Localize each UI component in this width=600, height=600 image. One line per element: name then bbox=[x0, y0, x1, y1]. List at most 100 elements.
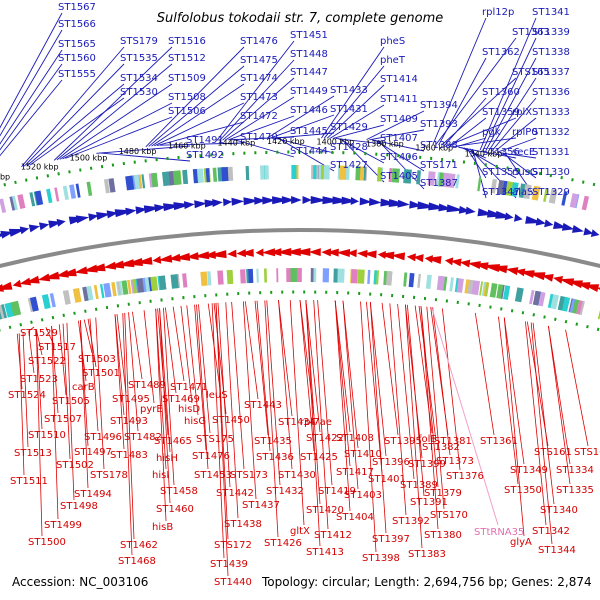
reverse-gene-connector bbox=[369, 302, 387, 534]
forward-gene-connector bbox=[0, 12, 63, 129]
reverse-gene-arrow bbox=[87, 263, 106, 272]
forward-gene-arrow bbox=[397, 199, 410, 208]
forward-gene-label: ST1475 bbox=[240, 55, 278, 66]
inner-feature-block bbox=[82, 286, 89, 302]
reverse-gene-connector bbox=[278, 300, 293, 470]
forward-gene-connector bbox=[225, 96, 295, 141]
forward-gene-label: ST1512 bbox=[168, 53, 206, 64]
inner-feature-block bbox=[529, 289, 535, 305]
reverse-gene-connector bbox=[342, 300, 359, 490]
inner-feature-block bbox=[383, 270, 387, 286]
forward-gene-arrow bbox=[212, 198, 223, 207]
reverse-gene-connector bbox=[62, 323, 71, 460]
outer-feature-block bbox=[313, 165, 317, 180]
forward-gene-arrow bbox=[369, 197, 382, 206]
forward-gene-label: ST1445 bbox=[290, 126, 328, 137]
reverse-gene-connector bbox=[159, 308, 171, 504]
reverse-gene-arrow bbox=[37, 273, 51, 282]
inner-feature-block bbox=[417, 273, 421, 288]
gene-tracks bbox=[0, 150, 600, 332]
inner-feature-block bbox=[256, 268, 259, 283]
reverse-gene-label: ST1422 bbox=[306, 433, 344, 444]
outer-feature-block bbox=[192, 168, 198, 184]
reverse-gene-label: hisB bbox=[152, 522, 173, 533]
gene-labels: 1540 kbp 1520 kbp 1500 kbp 1480 kbp 1460 kbp… bbox=[0, 2, 600, 588]
reverse-gene-arrow bbox=[326, 248, 339, 257]
forward-gene-label: ST1448 bbox=[290, 49, 328, 60]
forward-gene-label: secE bbox=[512, 147, 535, 158]
forward-gene-label: ST1332 bbox=[532, 127, 570, 138]
reverse-gene-label: ST1403 bbox=[344, 490, 382, 501]
forward-gene-label: rplP0 bbox=[512, 127, 538, 138]
forward-gene-connector bbox=[154, 102, 245, 147]
reverse-gene-label: ST1417 bbox=[336, 467, 374, 478]
reverse-gene-connector bbox=[532, 322, 555, 505]
scale-tick-label: 1460 kbp bbox=[168, 142, 206, 151]
inner-feature-block bbox=[449, 277, 454, 292]
inner-feature-block bbox=[263, 268, 268, 283]
outer-feature-block bbox=[46, 188, 53, 204]
reverse-gene-connector bbox=[305, 299, 321, 547]
reverse-gene-label: ST1450 bbox=[212, 415, 250, 426]
reverse-gene-label: ST1493 bbox=[110, 416, 148, 427]
reverse-gene-label: ST1437 bbox=[242, 500, 280, 511]
inner-feature-block bbox=[72, 287, 82, 303]
reverse-gene-connector bbox=[498, 316, 519, 485]
forward-gene-connector bbox=[485, 57, 537, 151]
reverse-gene-arrow bbox=[173, 252, 191, 261]
reverse-gene-label: ST1383 bbox=[408, 549, 446, 560]
forward-gene-label: ST1341 bbox=[532, 7, 570, 18]
reverse-gene-connector bbox=[264, 300, 279, 538]
reverse-gene-label: ST1434 bbox=[278, 417, 316, 428]
reverse-gene-label: ST1380 bbox=[424, 530, 462, 541]
reverse-gene-label: ST1439 bbox=[210, 559, 248, 570]
forward-gene-arrow bbox=[194, 200, 207, 209]
outer-feature-block bbox=[151, 172, 159, 188]
reverse-gene-label: ST1517 bbox=[38, 342, 76, 353]
reverse-gene-label: ST1494 bbox=[74, 489, 112, 500]
inner-feature-block bbox=[425, 274, 432, 289]
outer-feature-block bbox=[108, 178, 116, 193]
reverse-gene-label: ST1334 bbox=[556, 465, 594, 476]
forward-gene-connector bbox=[96, 145, 191, 154]
reverse-gene-arrow bbox=[321, 248, 332, 257]
inner-feature-block bbox=[532, 290, 541, 306]
inner-feature-block bbox=[99, 283, 105, 299]
reverse-gene-arrow bbox=[276, 248, 292, 257]
inner-feature-block bbox=[127, 279, 132, 295]
reverse-gene-connector bbox=[180, 305, 193, 404]
inner-feature-block bbox=[538, 291, 546, 307]
reverse-gene-connector bbox=[381, 302, 399, 436]
outer-feature-block bbox=[75, 183, 81, 198]
forward-gene-label: ST1360 bbox=[482, 87, 520, 98]
inner-feature-block bbox=[310, 268, 314, 283]
outer-feature-block bbox=[543, 187, 549, 203]
inner-feature-block bbox=[207, 271, 212, 286]
forward-gene-arrow bbox=[125, 207, 137, 216]
reverse-gene-arrow bbox=[450, 258, 462, 267]
reverse-gene-label: ST1408 bbox=[336, 433, 374, 444]
forward-gene-connector bbox=[21, 46, 125, 168]
forward-gene-connector bbox=[449, 117, 487, 147]
forward-gene-connector bbox=[275, 137, 335, 154]
reverse-gene-label: ST1435 bbox=[254, 436, 292, 447]
reverse-gene-label: ST1511 bbox=[10, 476, 48, 487]
forward-gene-label: ST1359 bbox=[482, 107, 520, 118]
forward-gene-label: ST1393 bbox=[420, 119, 458, 130]
forward-gene-label: pgk bbox=[482, 127, 501, 138]
forward-gene-connector bbox=[56, 63, 173, 161]
outer-feature-block bbox=[29, 192, 36, 207]
reverse-gene-label: ST1344 bbox=[538, 545, 576, 556]
reverse-gene-connector bbox=[525, 321, 547, 526]
forward-gene-arrow bbox=[341, 196, 357, 205]
inner-feature-block bbox=[570, 298, 580, 314]
forward-gene-label: ST1449 bbox=[290, 86, 328, 97]
reverse-gene-arrow bbox=[425, 256, 442, 264]
inner-feature-block bbox=[464, 279, 470, 294]
forward-gene-label: ST1451 bbox=[290, 30, 328, 41]
outer-feature-block bbox=[296, 165, 299, 180]
forward-gene-label: ST1567 bbox=[58, 2, 96, 13]
forward-gene-arrow bbox=[535, 217, 546, 226]
reverse-gene-label: ST1396 bbox=[372, 457, 410, 468]
outer-feature-block bbox=[405, 169, 412, 184]
